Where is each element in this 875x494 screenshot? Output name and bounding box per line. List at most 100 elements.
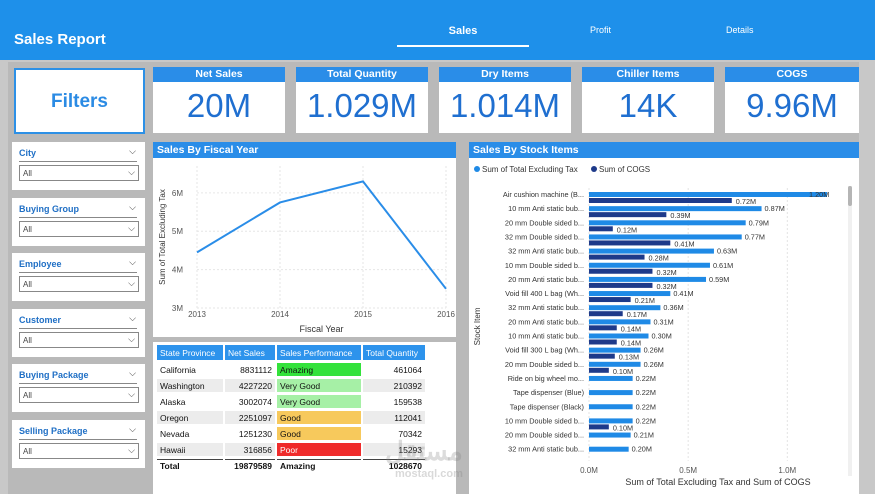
slicer-dropdown[interactable]: All ⌵ [19,165,139,181]
bar-total-excl-tax[interactable] [589,333,649,339]
bar-cogs[interactable] [589,353,615,359]
state-cell: Alaska [160,396,186,407]
bar-cogs[interactable] [589,424,609,430]
column-header[interactable]: Sales Performance [277,345,361,360]
category-label: 32 mm Anti static bub... [508,247,584,256]
data-label: 0.22M [636,374,656,383]
table-row[interactable]: Alaska 3002074 Very Good 159538 [157,395,425,408]
bar-total-excl-tax[interactable] [589,390,633,396]
bar-total-excl-tax[interactable] [589,291,671,297]
slicer-dropdown[interactable]: All ⌵ [19,276,139,292]
bar-cogs[interactable] [589,198,732,203]
bar-total-excl-tax[interactable] [589,446,629,452]
bar-total-excl-tax[interactable] [589,305,661,311]
bar-total-excl-tax[interactable] [589,220,746,226]
tab-profit[interactable]: Profit [590,25,612,35]
bar-cogs[interactable] [589,268,653,274]
filters-title: Filters [50,91,109,112]
chevron-down-icon[interactable]: ⌵ [129,257,136,267]
chevron-down-icon[interactable]: ⌵ [129,313,136,323]
chevron-down-icon[interactable]: ⌵ [129,368,136,378]
performance-cell: Good [277,427,361,440]
slicer-customer: Customer ⌵ All ⌵ [12,309,145,357]
data-label: 0.22M [636,416,656,425]
bar-cogs[interactable] [589,367,609,373]
table-row[interactable]: Nevada 1251230 Good 70342 [157,427,425,440]
bar-total-excl-tax[interactable] [589,418,633,424]
slicer-dropdown[interactable]: All ⌵ [19,443,139,459]
bar-cogs[interactable] [589,240,671,246]
bar-total-excl-tax[interactable] [589,319,651,325]
data-label: 0.39M [670,211,690,220]
table-row[interactable]: Hawaii 316856 Poor 15293 [157,443,425,456]
net-sales-cell: 8831112 [240,364,272,375]
data-label: 0.14M [621,324,641,333]
slicer-label: Employee [19,259,62,269]
bar-total-excl-tax[interactable] [589,404,633,410]
kpi-label: COGS [725,67,859,82]
performance-cell: Very Good [277,395,361,408]
column-header[interactable]: Net Sales [225,345,275,360]
x-axis-title: Fiscal Year [299,324,343,334]
table-row[interactable]: California 8831112 Amazing 461064 [157,363,425,376]
chevron-down-icon[interactable]: ⌵ [129,202,136,212]
bar-total-excl-tax[interactable] [589,234,742,240]
chevron-down-icon[interactable]: ⌵ [129,424,136,434]
bar-total-excl-tax[interactable] [589,347,641,353]
slicer-dropdown[interactable]: All ⌵ [19,387,139,403]
legend-label[interactable]: Sum of COGS [599,165,650,174]
bar-total-excl-tax[interactable] [589,206,762,212]
bar-total-excl-tax[interactable] [589,276,707,282]
bar-cogs[interactable] [589,297,631,303]
bar-total-excl-tax[interactable] [589,262,710,268]
column-header[interactable]: State Province [157,345,223,360]
slicer-dropdown[interactable]: All ⌵ [19,332,139,348]
divider [19,439,137,440]
bar-total-excl-tax[interactable] [589,375,633,381]
quantity-cell: 461064 [393,364,422,375]
bar-cogs[interactable] [589,339,617,345]
slicer-label: Buying Group [19,204,79,214]
slicer-dropdown[interactable]: All ⌵ [19,221,139,237]
tab-details[interactable]: Details [726,25,754,35]
bar-cogs[interactable] [589,325,617,331]
scrollbar-track[interactable] [848,186,852,476]
fiscal-year-line-chart[interactable]: 3M 4M 5M 6M 2013 2014 2015 2016 Fiscal Year Sum o… [153,158,456,337]
divider [19,383,137,384]
table-row[interactable]: Oregon 2251097 Good 112041 [157,411,425,424]
x-tick-label: 2016 [437,310,455,319]
data-label: 0.22M [636,388,656,397]
y-tick-label: 3M [172,304,183,313]
slicer-employee: Employee ⌵ All ⌵ [12,253,145,301]
bar-total-excl-tax[interactable] [589,361,641,367]
bar-total-excl-tax[interactable] [589,192,827,197]
state-table-panel: State Province Net Sales Sales Performance… [153,342,456,494]
series-line[interactable] [196,180,447,290]
category-label: Void fill 400 L bag (Wh... [505,289,584,298]
fiscal-year-chart-title: Sales By Fiscal Year [153,142,456,158]
column-header[interactable]: Total Quantity [363,345,425,360]
stock-items-bar-chart[interactable]: Sum of Total Excluding Tax Sum of COGS 0.0… [469,158,859,494]
bar-total-excl-tax[interactable] [589,432,631,438]
data-label: 0.72M [736,197,756,206]
data-label: 0.41M [674,239,694,248]
scrollbar-thumb[interactable] [848,186,852,206]
bar-cogs[interactable] [589,254,645,260]
bar-total-excl-tax[interactable] [589,248,714,254]
bar-cogs[interactable] [589,311,623,317]
kpi-card-cogs: COGS 9.96M [725,67,859,133]
stock-items-chart-title: Sales By Stock Items [469,142,859,158]
bar-cogs[interactable] [589,212,667,218]
legend-label[interactable]: Sum of Total Excluding Tax [482,165,578,174]
quantity-cell: 112041 [363,411,425,424]
chevron-down-icon[interactable]: ⌵ [129,146,136,156]
bar-cogs[interactable] [589,226,613,232]
table-row[interactable]: Washington 4227220 Very Good 210392 [157,379,425,392]
net-sales-cell: 316856 [225,443,275,456]
tab-sales[interactable]: Sales [397,25,529,47]
data-label: 1.20M [809,190,829,199]
state-sales-table: State Province Net Sales Sales Performance… [155,342,427,475]
bar-cogs[interactable] [589,282,653,288]
category-label: 20 mm Anti static bub... [508,317,584,326]
slicer-value: All [23,225,32,234]
